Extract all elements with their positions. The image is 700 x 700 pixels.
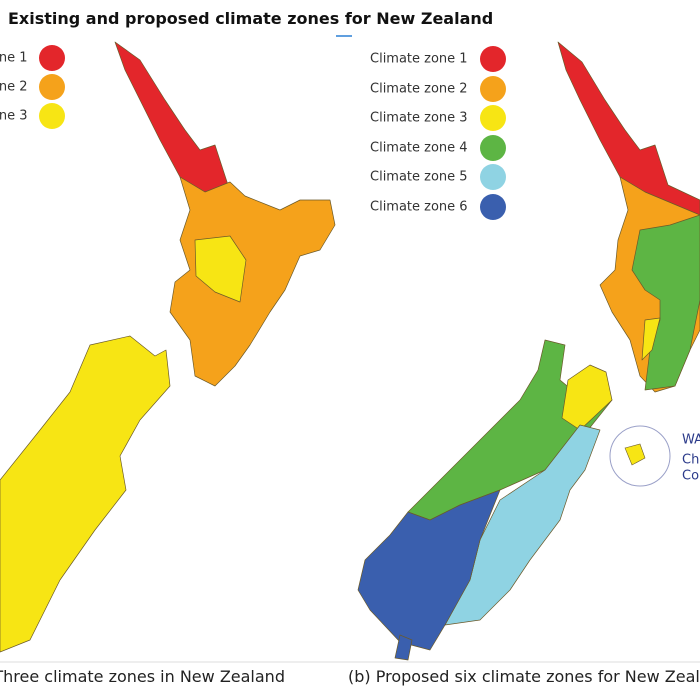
inset-label: Ch bbox=[682, 453, 699, 468]
legend-label: Climate zone 3 bbox=[0, 109, 28, 124]
legend-label: Climate zone 2 bbox=[0, 80, 28, 95]
map-proposed bbox=[357, 41, 700, 661]
inset-label: Co bbox=[682, 469, 699, 484]
legend-swatch bbox=[39, 74, 65, 100]
map-existing bbox=[0, 41, 336, 653]
caption: (a) Three climate zones in New Zealand bbox=[0, 667, 285, 686]
legend-label: Climate zone 1 bbox=[370, 52, 468, 67]
legend-swatch bbox=[480, 164, 506, 190]
chatham-inset: WA Ch Co bbox=[609, 425, 700, 487]
legend-swatch bbox=[39, 103, 65, 129]
figure-title: Existing and proposed climate zones for … bbox=[8, 9, 493, 28]
legend-label: Climate zone 5 bbox=[370, 170, 468, 185]
legend-label: Climate zone 1 bbox=[0, 51, 28, 66]
legend-swatch bbox=[480, 194, 506, 220]
legend-label: Climate zone 3 bbox=[370, 111, 468, 126]
legend-swatch bbox=[39, 45, 65, 71]
legend-swatch bbox=[480, 135, 506, 161]
legend-label: Climate zone 2 bbox=[370, 82, 468, 97]
caption: (b) Proposed six climate zones for New Z… bbox=[348, 667, 700, 686]
legend-swatch bbox=[480, 46, 506, 72]
legend-proposed: Climate zone 1 Climate zone 2 Climate zo… bbox=[370, 46, 506, 220]
legend-label: Climate zone 6 bbox=[370, 200, 468, 215]
inset-label: WA bbox=[682, 433, 700, 448]
legend-swatch bbox=[480, 105, 506, 131]
legend-label: Climate zone 4 bbox=[370, 141, 468, 156]
legend-swatch bbox=[480, 76, 506, 102]
legend-existing: Climate zone 1 Climate zone 2 Climate zo… bbox=[0, 45, 65, 129]
